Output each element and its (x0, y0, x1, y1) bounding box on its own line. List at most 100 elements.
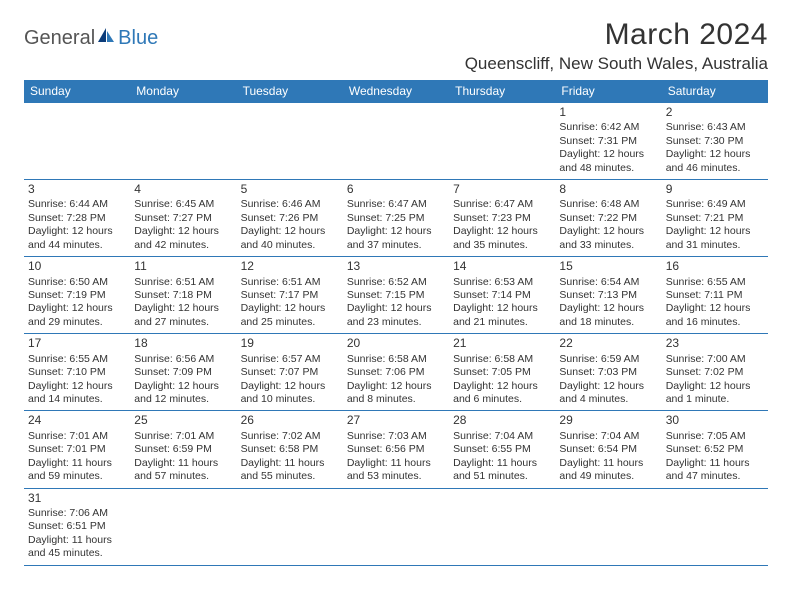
weekday-header: Sunday (24, 80, 130, 103)
calendar-day-cell (449, 488, 555, 565)
day-number: 5 (241, 182, 339, 197)
sunrise-label: Sunrise: 6:58 AM (453, 353, 551, 366)
daylight2-label: and 37 minutes. (347, 239, 445, 252)
sunrise-label: Sunrise: 7:00 AM (666, 353, 764, 366)
calendar-day-cell: 31Sunrise: 7:06 AMSunset: 6:51 PMDayligh… (24, 488, 130, 565)
daylight1-label: Daylight: 12 hours (28, 302, 126, 315)
calendar-day-cell: 19Sunrise: 6:57 AMSunset: 7:07 PMDayligh… (237, 334, 343, 411)
daylight2-label: and 35 minutes. (453, 239, 551, 252)
daylight1-label: Daylight: 12 hours (666, 148, 764, 161)
sunset-label: Sunset: 7:19 PM (28, 289, 126, 302)
daylight1-label: Daylight: 12 hours (453, 302, 551, 315)
day-number: 22 (559, 336, 657, 351)
sunrise-label: Sunrise: 6:43 AM (666, 121, 764, 134)
day-number: 29 (559, 413, 657, 428)
calendar-day-cell: 17Sunrise: 6:55 AMSunset: 7:10 PMDayligh… (24, 334, 130, 411)
calendar-day-cell (555, 488, 661, 565)
sunrise-label: Sunrise: 6:49 AM (666, 198, 764, 211)
day-number: 31 (28, 491, 126, 506)
daylight1-label: Daylight: 12 hours (347, 225, 445, 238)
calendar-day-cell: 16Sunrise: 6:55 AMSunset: 7:11 PMDayligh… (662, 257, 768, 334)
sunrise-label: Sunrise: 6:55 AM (666, 276, 764, 289)
daylight1-label: Daylight: 12 hours (559, 148, 657, 161)
sunrise-label: Sunrise: 7:06 AM (28, 507, 126, 520)
calendar-week-row: 3Sunrise: 6:44 AMSunset: 7:28 PMDaylight… (24, 180, 768, 257)
sunset-label: Sunset: 7:27 PM (134, 212, 232, 225)
daylight2-label: and 49 minutes. (559, 470, 657, 483)
daylight1-label: Daylight: 12 hours (241, 302, 339, 315)
weekday-header: Thursday (449, 80, 555, 103)
sunrise-label: Sunrise: 6:47 AM (347, 198, 445, 211)
sunset-label: Sunset: 6:58 PM (241, 443, 339, 456)
sunset-label: Sunset: 6:52 PM (666, 443, 764, 456)
logo: General Blue (24, 18, 158, 50)
location-label: Queenscliff, New South Wales, Australia (465, 54, 768, 74)
daylight1-label: Daylight: 11 hours (559, 457, 657, 470)
calendar-day-cell: 2Sunrise: 6:43 AMSunset: 7:30 PMDaylight… (662, 103, 768, 180)
daylight1-label: Daylight: 11 hours (453, 457, 551, 470)
calendar-day-cell (343, 488, 449, 565)
day-number: 8 (559, 182, 657, 197)
sunset-label: Sunset: 7:01 PM (28, 443, 126, 456)
weekday-header: Saturday (662, 80, 768, 103)
sunset-label: Sunset: 7:17 PM (241, 289, 339, 302)
calendar-day-cell: 4Sunrise: 6:45 AMSunset: 7:27 PMDaylight… (130, 180, 236, 257)
sunrise-label: Sunrise: 6:51 AM (134, 276, 232, 289)
daylight2-label: and 55 minutes. (241, 470, 339, 483)
daylight2-label: and 31 minutes. (666, 239, 764, 252)
sunset-label: Sunset: 7:26 PM (241, 212, 339, 225)
calendar-day-cell: 24Sunrise: 7:01 AMSunset: 7:01 PMDayligh… (24, 411, 130, 488)
calendar-day-cell: 1Sunrise: 6:42 AMSunset: 7:31 PMDaylight… (555, 103, 661, 180)
day-number: 7 (453, 182, 551, 197)
day-number: 15 (559, 259, 657, 274)
sunset-label: Sunset: 6:54 PM (559, 443, 657, 456)
daylight2-label: and 29 minutes. (28, 316, 126, 329)
weekday-header: Friday (555, 80, 661, 103)
sunset-label: Sunset: 7:13 PM (559, 289, 657, 302)
calendar-day-cell: 13Sunrise: 6:52 AMSunset: 7:15 PMDayligh… (343, 257, 449, 334)
weekday-header-row: Sunday Monday Tuesday Wednesday Thursday… (24, 80, 768, 103)
day-number: 17 (28, 336, 126, 351)
sunset-label: Sunset: 7:30 PM (666, 135, 764, 148)
daylight2-label: and 51 minutes. (453, 470, 551, 483)
calendar-day-cell: 26Sunrise: 7:02 AMSunset: 6:58 PMDayligh… (237, 411, 343, 488)
sunrise-label: Sunrise: 7:03 AM (347, 430, 445, 443)
sunset-label: Sunset: 7:21 PM (666, 212, 764, 225)
sunset-label: Sunset: 7:02 PM (666, 366, 764, 379)
daylight1-label: Daylight: 11 hours (666, 457, 764, 470)
daylight1-label: Daylight: 12 hours (347, 302, 445, 315)
calendar-day-cell: 30Sunrise: 7:05 AMSunset: 6:52 PMDayligh… (662, 411, 768, 488)
daylight2-label: and 4 minutes. (559, 393, 657, 406)
sunrise-label: Sunrise: 6:56 AM (134, 353, 232, 366)
calendar-week-row: 31Sunrise: 7:06 AMSunset: 6:51 PMDayligh… (24, 488, 768, 565)
title-block: March 2024 Queenscliff, New South Wales,… (465, 18, 768, 74)
calendar-day-cell: 12Sunrise: 6:51 AMSunset: 7:17 PMDayligh… (237, 257, 343, 334)
weekday-header: Tuesday (237, 80, 343, 103)
daylight1-label: Daylight: 12 hours (453, 380, 551, 393)
calendar-week-row: 1Sunrise: 6:42 AMSunset: 7:31 PMDaylight… (24, 103, 768, 180)
calendar-day-cell: 6Sunrise: 6:47 AMSunset: 7:25 PMDaylight… (343, 180, 449, 257)
calendar-day-cell (237, 488, 343, 565)
daylight2-label: and 8 minutes. (347, 393, 445, 406)
calendar-day-cell (343, 103, 449, 180)
day-number: 20 (347, 336, 445, 351)
sunset-label: Sunset: 6:55 PM (453, 443, 551, 456)
daylight2-label: and 44 minutes. (28, 239, 126, 252)
day-number: 4 (134, 182, 232, 197)
daylight2-label: and 23 minutes. (347, 316, 445, 329)
calendar-day-cell: 10Sunrise: 6:50 AMSunset: 7:19 PMDayligh… (24, 257, 130, 334)
sunset-label: Sunset: 6:56 PM (347, 443, 445, 456)
daylight2-label: and 14 minutes. (28, 393, 126, 406)
sunset-label: Sunset: 6:59 PM (134, 443, 232, 456)
calendar-day-cell: 15Sunrise: 6:54 AMSunset: 7:13 PMDayligh… (555, 257, 661, 334)
sunset-label: Sunset: 7:05 PM (453, 366, 551, 379)
day-number: 30 (666, 413, 764, 428)
sail-icon (96, 26, 116, 50)
calendar-day-cell: 28Sunrise: 7:04 AMSunset: 6:55 PMDayligh… (449, 411, 555, 488)
daylight2-label: and 6 minutes. (453, 393, 551, 406)
calendar-week-row: 24Sunrise: 7:01 AMSunset: 7:01 PMDayligh… (24, 411, 768, 488)
day-number: 28 (453, 413, 551, 428)
sunset-label: Sunset: 7:28 PM (28, 212, 126, 225)
sunrise-label: Sunrise: 6:54 AM (559, 276, 657, 289)
sunrise-label: Sunrise: 6:48 AM (559, 198, 657, 211)
